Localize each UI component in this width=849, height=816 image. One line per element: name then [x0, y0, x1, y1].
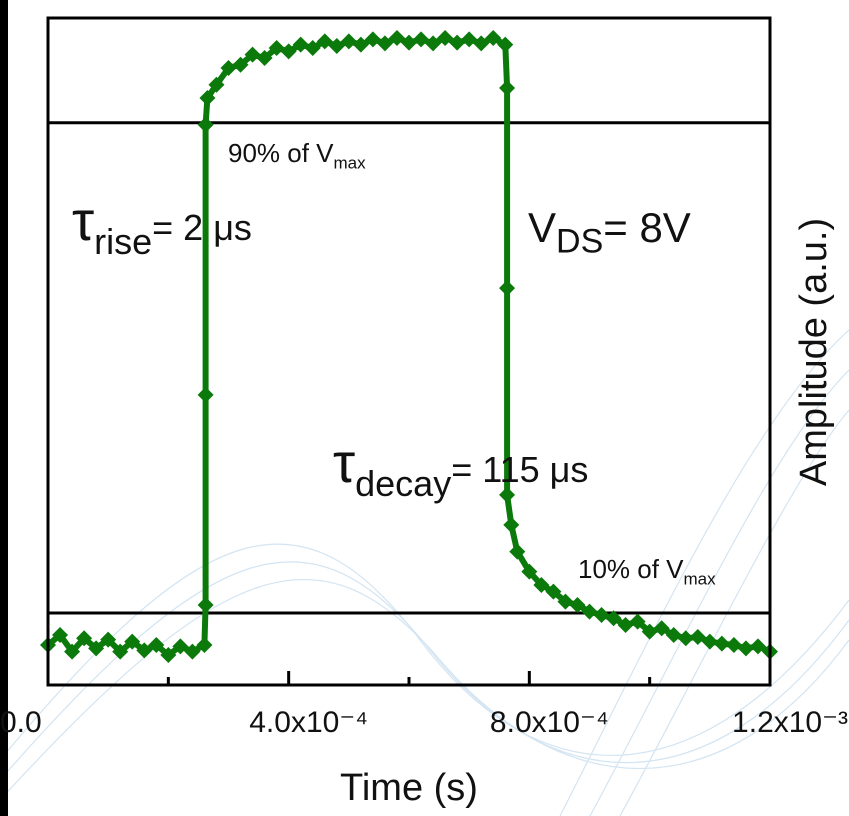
data-marker: [557, 593, 574, 610]
annotation-text: τ: [333, 431, 355, 494]
x-tick-label: 0.0: [0, 706, 42, 739]
data-marker: [509, 543, 526, 560]
data-marker: [52, 626, 69, 643]
data-marker: [232, 56, 249, 73]
data-marker: [304, 40, 321, 57]
annotation-subscript: max: [334, 154, 367, 173]
data-marker: [76, 630, 93, 647]
annotation: 90% of Vmax: [228, 138, 366, 173]
data-marker: [665, 626, 682, 643]
data-marker: [112, 643, 129, 660]
data-marker: [352, 36, 369, 53]
data-marker: [124, 633, 141, 650]
data-marker: [196, 636, 213, 653]
data-marker: [499, 80, 516, 97]
data-marker: [220, 60, 237, 77]
data-marker: [425, 35, 442, 52]
y-axis-label: Amplitude (a.u.): [793, 218, 835, 486]
data-marker: [737, 640, 754, 657]
data-marker: [376, 35, 393, 52]
data-marker: [461, 31, 478, 48]
annotation-text: = 2 μs: [152, 207, 252, 248]
background-waves: [0, 329, 849, 816]
data-marker: [593, 606, 610, 623]
data-marker: [533, 576, 550, 593]
annotation-text: 10% of V: [578, 554, 684, 584]
plot-frame: [46, 16, 772, 687]
data-marker: [713, 635, 730, 652]
x-tick-label: 8.0x10⁻⁴: [490, 706, 609, 739]
data-marker: [485, 30, 502, 47]
data-marker: [617, 616, 634, 633]
annotation-subscript: rise: [94, 221, 152, 262]
data-marker: [605, 610, 622, 627]
data-marker: [184, 643, 201, 660]
data-marker: [160, 646, 177, 663]
annotation: τrise= 2 μs: [72, 189, 252, 262]
data-marker: [677, 630, 694, 647]
data-marker: [503, 516, 520, 533]
annotation: τdecay= 115 μs: [333, 431, 588, 504]
data-marker: [197, 116, 214, 133]
data-marker: [401, 34, 417, 51]
x-axis-label: Time (s): [340, 767, 478, 809]
data-marker: [100, 631, 117, 648]
data-marker: [64, 643, 81, 660]
data-marker: [280, 43, 297, 60]
annotation-text: V: [528, 204, 556, 251]
data-marker: [340, 33, 357, 50]
data-marker: [199, 90, 216, 107]
data-marker: [701, 633, 718, 650]
data-marker: [328, 38, 345, 55]
data-marker: [569, 596, 586, 613]
data-marker: [499, 486, 516, 503]
data-marker: [268, 40, 285, 57]
data-marker: [197, 596, 214, 613]
data-marker: [749, 638, 766, 655]
left-edge: [0, 0, 8, 816]
data-marker: [499, 280, 516, 297]
data-marker: [725, 636, 742, 653]
annotation: VDS= 8V: [528, 204, 691, 261]
data-marker: [521, 563, 538, 580]
annotation-subscript: decay: [355, 463, 451, 504]
data-marker: [497, 36, 514, 53]
data-marker: [449, 34, 466, 51]
data-marker: [316, 33, 333, 50]
data-marker: [388, 30, 405, 47]
data-marker: [172, 638, 189, 655]
data-marker: [208, 76, 225, 93]
annotation: 10% of Vmax: [578, 554, 716, 589]
annotation-text: = 115 μs: [451, 449, 588, 490]
x-tick-label: 1.2x10⁻³: [732, 706, 848, 739]
data-marker: [88, 640, 105, 657]
data-marker: [653, 620, 670, 637]
data-marker: [629, 613, 646, 630]
data-marker: [364, 31, 381, 48]
data-marker: [641, 623, 658, 640]
data-marker: [148, 636, 165, 653]
data-marker: [473, 35, 490, 52]
annotation-subscript: DS: [556, 223, 603, 261]
data-marker: [136, 642, 153, 659]
annotation-text: τ: [72, 189, 94, 252]
annotation-text: = 8V: [603, 204, 691, 251]
data-marker: [292, 36, 309, 53]
data-marker: [437, 30, 454, 47]
data-marker: [197, 386, 214, 403]
data-marker: [256, 50, 273, 67]
data-marker: [581, 603, 598, 620]
annotation-subscript: max: [684, 570, 717, 589]
x-tick-label: 4.0x10⁻⁴: [249, 706, 368, 739]
data-marker: [545, 583, 562, 600]
data-marker: [244, 46, 261, 63]
data-marker: [689, 628, 706, 645]
data-marker: [413, 31, 430, 48]
annotation-text: 90% of V: [228, 138, 334, 168]
